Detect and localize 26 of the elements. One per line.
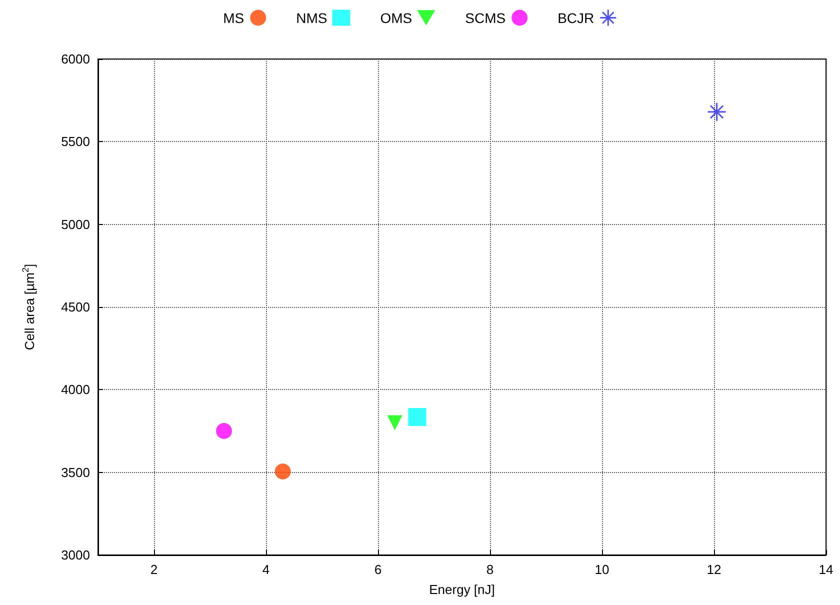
x-tick-label: 6 [374, 562, 382, 577]
x-tick-label: 4 [262, 562, 270, 577]
legend-label: BCJR [558, 10, 594, 26]
y-tick-label: 3500 [61, 464, 90, 480]
point [274, 464, 291, 480]
x-axis-title: Energy [nJ] [429, 582, 495, 597]
legend-label: MS [223, 10, 244, 26]
y-tick-label: 3000 [61, 548, 90, 562]
point [408, 408, 426, 426]
x-tick-label: 12 [706, 562, 722, 577]
legend-label: NMS [296, 10, 328, 26]
legend-label: SCMS [465, 10, 506, 26]
point [216, 423, 232, 439]
y-tick-label: 5500 [61, 134, 90, 150]
y-tick-label: 4000 [61, 382, 90, 398]
x-tick-label: 10 [594, 562, 610, 577]
y-tick-label: 4500 [61, 300, 90, 314]
y-axis-title: Cell area [µm2] [20, 264, 37, 350]
point [387, 415, 402, 430]
x-tick-label: 2 [150, 562, 158, 577]
y-tick-label: 6000 [61, 52, 90, 66]
legend-label: OMS [380, 10, 412, 26]
x-tick-label: 8 [486, 562, 494, 577]
point [707, 102, 727, 122]
y-tick-label: 5000 [61, 216, 90, 232]
x-tick-label: 14 [818, 562, 834, 577]
